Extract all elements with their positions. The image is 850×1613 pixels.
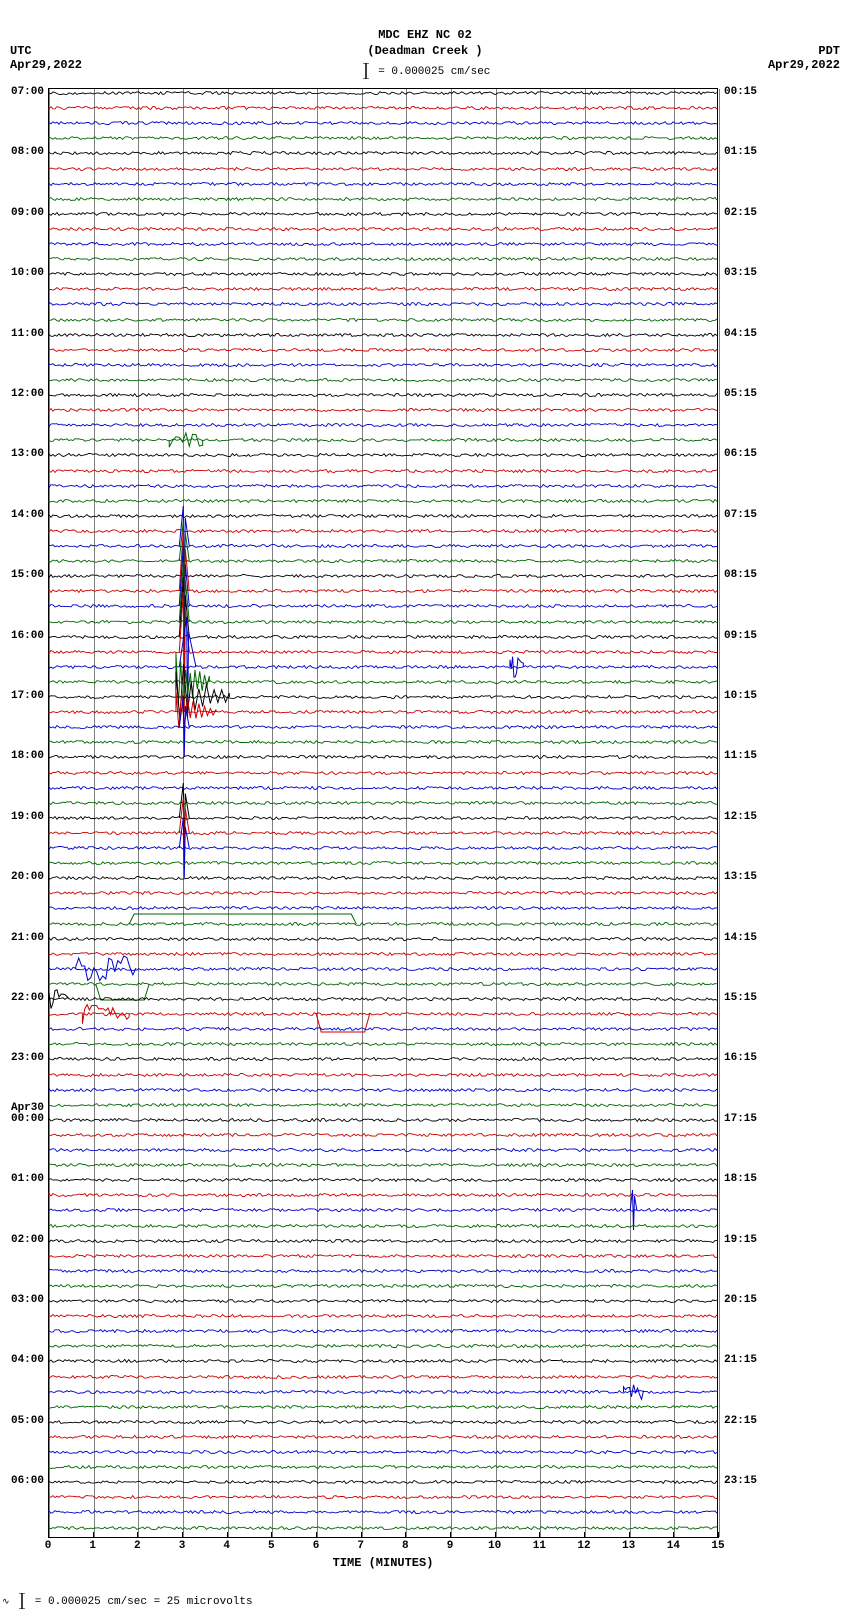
right-time-label: 05:15 [724,388,764,400]
helicorder-plot [48,88,718,1538]
x-tick [316,1532,317,1538]
x-tick [48,1532,49,1538]
left-time-label: 04:00 [4,1354,44,1366]
right-time-label: 02:15 [724,207,764,219]
x-tick-label: 3 [179,1540,186,1552]
left-time-label: 00:00 [4,1113,44,1125]
x-tick-label: 5 [268,1540,275,1552]
left-time-label: 03:00 [4,1294,44,1306]
x-tick [182,1532,183,1538]
right-time-label: 06:15 [724,448,764,460]
left-time-label: 07:00 [4,86,44,98]
right-time-label: 00:15 [724,86,764,98]
timezone-right: PDT [818,44,840,58]
left-time-label: 15:00 [4,569,44,581]
x-tick [584,1532,585,1538]
x-axis-label: TIME (MINUTES) [333,1556,434,1570]
x-tick [450,1532,451,1538]
left-time-label: 23:00 [4,1052,44,1064]
chart-header: MDC EHZ NC 02 (Deadman Creek ) = 0.00002… [0,0,850,79]
right-time-label: 03:15 [724,267,764,279]
right-time-label: 21:15 [724,1354,764,1366]
right-time-label: 19:15 [724,1234,764,1246]
x-tick [227,1532,228,1538]
x-tick-label: 14 [667,1540,680,1552]
x-tick [361,1532,362,1538]
right-time-label: 15:15 [724,992,764,1004]
left-time-label: 14:00 [4,509,44,521]
x-tick-label: 9 [447,1540,454,1552]
x-tick [718,1532,719,1538]
left-time-label: 17:00 [4,690,44,702]
left-time-label: 02:00 [4,1234,44,1246]
right-time-label: 18:15 [724,1173,764,1185]
left-time-label: 18:00 [4,750,44,762]
x-tick [93,1532,94,1538]
left-time-label: 16:00 [4,630,44,642]
title-line-2: (Deadman Creek ) [0,44,850,60]
x-tick-label: 0 [45,1540,52,1552]
x-tick-label: 1 [89,1540,96,1552]
right-time-label: 10:15 [724,690,764,702]
date-break-label: Apr30 [4,1102,44,1114]
right-time-label: 22:15 [724,1415,764,1427]
right-time-label: 07:15 [724,509,764,521]
title-line-1: MDC EHZ NC 02 [0,28,850,44]
x-tick-label: 8 [402,1540,409,1552]
left-time-label: 12:00 [4,388,44,400]
x-tick [495,1532,496,1538]
left-time-label: 08:00 [4,146,44,158]
right-time-label: 11:15 [724,750,764,762]
x-tick-label: 15 [711,1540,724,1552]
x-tick [629,1532,630,1538]
right-time-label: 04:15 [724,328,764,340]
left-time-label: 09:00 [4,207,44,219]
right-time-label: 23:15 [724,1475,764,1487]
right-time-label: 01:15 [724,146,764,158]
left-time-label: 05:00 [4,1415,44,1427]
timezone-left: UTC [10,44,32,58]
x-tick-label: 10 [488,1540,501,1552]
left-time-label: 01:00 [4,1173,44,1185]
left-time-label: 19:00 [4,811,44,823]
left-time-label: 21:00 [4,932,44,944]
x-tick-label: 4 [223,1540,230,1552]
right-time-label: 17:15 [724,1113,764,1125]
x-tick [271,1532,272,1538]
x-tick [405,1532,406,1538]
left-time-label: 10:00 [4,267,44,279]
footer-scale: ∿ = 0.000025 cm/sec = 25 microvolts [2,1593,253,1609]
x-tick [539,1532,540,1538]
x-tick-label: 2 [134,1540,141,1552]
right-time-label: 16:15 [724,1052,764,1064]
x-tick [673,1532,674,1538]
scale-bar-icon [18,1593,26,1609]
x-tick-label: 11 [533,1540,546,1552]
left-time-label: 06:00 [4,1475,44,1487]
x-tick-label: 7 [357,1540,364,1552]
right-time-label: 20:15 [724,1294,764,1306]
left-time-label: 22:00 [4,992,44,1004]
right-time-label: 08:15 [724,569,764,581]
seismic-trace [49,1508,717,1548]
x-tick-label: 12 [577,1540,590,1552]
right-time-label: 12:15 [724,811,764,823]
left-time-label: 13:00 [4,448,44,460]
x-tick-label: 13 [622,1540,635,1552]
right-time-label: 09:15 [724,630,764,642]
right-time-label: 14:15 [724,932,764,944]
date-left: Apr29,2022 [10,58,82,72]
gridline [719,89,720,1537]
date-right: Apr29,2022 [768,58,840,72]
x-tick-label: 6 [313,1540,320,1552]
footer-text: = 0.000025 cm/sec = 25 microvolts [35,1596,253,1608]
left-time-label: 11:00 [4,328,44,340]
left-time-label: 20:00 [4,871,44,883]
x-tick [137,1532,138,1538]
right-time-label: 13:15 [724,871,764,883]
